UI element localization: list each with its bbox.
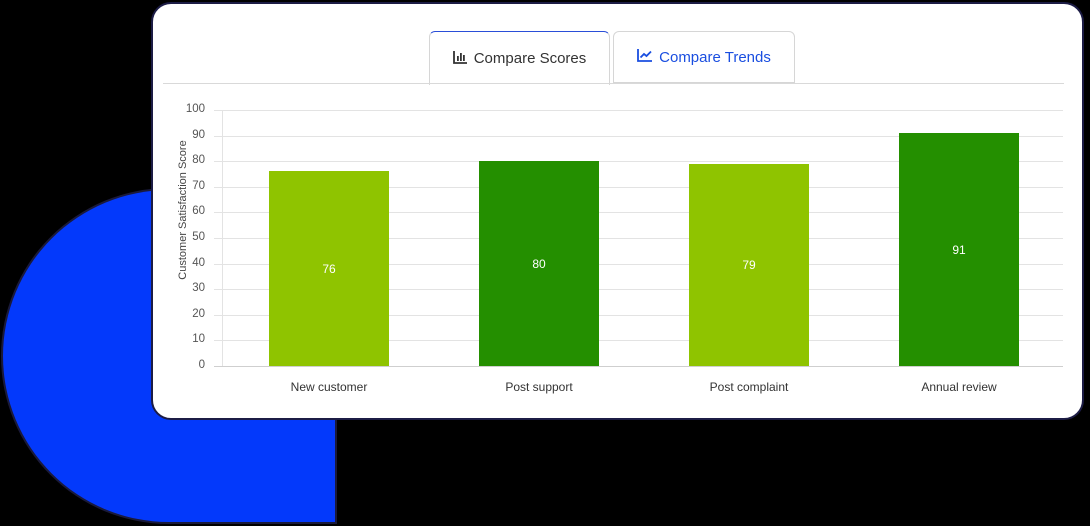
y-tick-label: 60 bbox=[192, 205, 205, 218]
x-category-label: Annual review bbox=[921, 380, 997, 394]
bar[interactable]: 80 bbox=[479, 161, 599, 366]
tab-compare-trends[interactable]: Compare Trends bbox=[613, 31, 795, 83]
gridline bbox=[214, 263, 1063, 265]
gridline bbox=[214, 238, 1063, 239]
y-tick-label: 40 bbox=[192, 256, 205, 269]
gridline bbox=[214, 340, 1063, 342]
gridline bbox=[214, 110, 1063, 111]
gridline bbox=[214, 314, 1063, 316]
bar-value-label: 91 bbox=[952, 242, 966, 257]
bar-chart-icon bbox=[452, 50, 474, 68]
bar[interactable]: 91 bbox=[899, 133, 1019, 366]
x-category-label: Post complaint bbox=[709, 380, 789, 394]
bar-value-label: 76 bbox=[322, 261, 336, 276]
y-tick-label: 0 bbox=[198, 359, 205, 371]
gridline bbox=[214, 161, 1063, 163]
tab-label: Compare Trends bbox=[659, 48, 771, 66]
y-tick-label: 20 bbox=[192, 307, 205, 320]
tab-label: Compare Scores bbox=[473, 50, 587, 67]
y-tick-label: 90 bbox=[192, 128, 205, 141]
y-tick-label: 10 bbox=[192, 333, 205, 346]
gridline bbox=[214, 212, 1063, 214]
bar-value-label: 79 bbox=[742, 257, 756, 272]
gridline bbox=[214, 135, 1063, 137]
y-tick-label: 70 bbox=[192, 179, 205, 192]
y-tick-label: 30 bbox=[192, 282, 205, 295]
bar-value-label: 80 bbox=[532, 256, 546, 271]
gridline bbox=[214, 366, 1063, 367]
tab-divider bbox=[163, 83, 1064, 84]
bar[interactable]: 76 bbox=[269, 171, 389, 366]
x-category-label: New customer bbox=[290, 380, 368, 394]
tab-compare-scores[interactable]: Compare Scores bbox=[429, 31, 610, 85]
bar[interactable]: 79 bbox=[689, 163, 809, 366]
gridline bbox=[214, 186, 1063, 188]
line-chart-icon bbox=[637, 48, 659, 66]
y-tick-label: 100 bbox=[185, 103, 205, 115]
gridline bbox=[214, 289, 1063, 291]
chart-card: Compare Scores Compare Trends Customer S… bbox=[151, 2, 1084, 420]
y-tick-label: 80 bbox=[192, 154, 205, 167]
y-tick-label: 50 bbox=[192, 231, 205, 243]
y-axis-line bbox=[222, 110, 223, 366]
x-category-label: Post support bbox=[505, 380, 573, 394]
